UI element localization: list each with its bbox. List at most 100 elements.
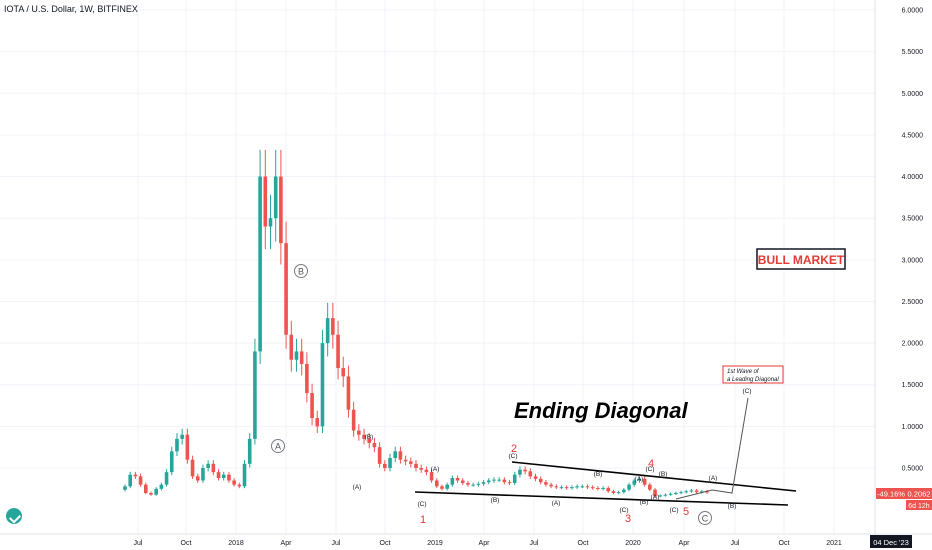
candle-body xyxy=(434,480,439,487)
grid xyxy=(0,0,875,534)
candle-body xyxy=(658,495,663,497)
candle-body xyxy=(564,487,569,489)
price-tick-label: 6.0000 xyxy=(902,8,924,15)
candle-body xyxy=(642,478,647,485)
lower-trendline xyxy=(414,491,789,506)
svg-text:(B): (B) xyxy=(640,499,649,506)
candle-body xyxy=(424,469,429,473)
candle-body xyxy=(123,486,127,490)
candle-body xyxy=(201,468,205,481)
candle-body xyxy=(310,393,314,419)
candle-body xyxy=(247,438,252,464)
svg-text:(C): (C) xyxy=(619,507,628,514)
time-tick-label: Oct xyxy=(181,540,192,547)
ending-diagonal-label: Ending Diagonal xyxy=(514,398,688,423)
candle-body xyxy=(325,318,330,344)
upper-trendline xyxy=(511,461,797,492)
candle-body xyxy=(164,472,169,485)
candle-body xyxy=(169,451,174,473)
price-tick-label: 1.0000 xyxy=(902,424,924,431)
candle-body xyxy=(403,459,408,462)
bull-market-box: BULL MARKET xyxy=(756,248,846,270)
svg-text:(B): (B) xyxy=(365,434,374,441)
price-tick-label: 0.5000 xyxy=(902,466,924,473)
candle-body xyxy=(606,487,611,492)
candle-body xyxy=(180,434,184,439)
candle-body xyxy=(284,243,288,335)
time-tick-label: Oct xyxy=(578,540,589,547)
candle-body xyxy=(570,487,574,489)
candle-body xyxy=(653,489,657,497)
svg-text:(B): (B) xyxy=(491,497,500,504)
candle-body xyxy=(195,476,200,481)
candle-body xyxy=(523,469,527,472)
candle-body xyxy=(357,430,361,435)
candle-body xyxy=(502,479,507,483)
time-tick-label: Oct xyxy=(779,540,790,547)
time-tick-label: 2019 xyxy=(427,540,443,547)
wave-4: 4 xyxy=(648,458,654,470)
candle-body xyxy=(668,493,673,495)
candle-body xyxy=(320,343,325,427)
price-axis: 6.0000 5.5000 5.0000 4.5000 4.0000 3.5000 3.00… xyxy=(874,0,924,534)
time-tick-label: Apr xyxy=(479,540,491,547)
candle-body xyxy=(279,176,283,244)
candle-body xyxy=(143,484,148,493)
candle-body xyxy=(398,451,403,460)
candle-body xyxy=(206,463,210,468)
candle-body xyxy=(622,489,626,493)
sub-wave-labels: (B) (A) (C) (A) (B) (C) (A) (B) (C) (A) … xyxy=(353,388,752,514)
candle-body xyxy=(460,480,465,483)
candle-body xyxy=(694,490,699,493)
circle-wave-a: A xyxy=(271,439,285,453)
candle-body xyxy=(237,484,242,487)
candle-body xyxy=(533,476,538,479)
candle-body xyxy=(549,484,553,487)
candle-body xyxy=(362,434,366,439)
candle-body xyxy=(294,351,299,360)
candle-body xyxy=(471,484,475,486)
candle-body xyxy=(632,480,637,485)
price-tick-label: 2.0000 xyxy=(902,341,924,348)
change-tag: -49.16% xyxy=(876,488,906,499)
svg-text:(C): (C) xyxy=(417,501,426,508)
candle-body xyxy=(377,447,382,464)
candle-body xyxy=(175,438,179,452)
price-tick-label: 3.0000 xyxy=(902,257,924,264)
candle-body xyxy=(445,484,449,489)
time-tick-label: Oct xyxy=(380,540,391,547)
svg-text:(A): (A) xyxy=(651,494,660,501)
countdown-tag: 6d 12h xyxy=(906,500,932,510)
leading-diagonal-note: 1st Wave of a Leading Diagonal xyxy=(722,365,784,384)
candle-body xyxy=(700,491,704,493)
candle-body xyxy=(346,376,351,410)
candles xyxy=(123,149,709,498)
candle-body xyxy=(289,334,294,360)
tradingview-logo-icon[interactable] xyxy=(6,508,22,524)
price-tick-label: 4.0000 xyxy=(902,174,924,181)
svg-text:(A): (A) xyxy=(431,466,440,473)
svg-text:(C): (C) xyxy=(645,466,654,473)
candle-body xyxy=(601,487,605,489)
candle-body xyxy=(190,459,195,477)
svg-text:(A): (A) xyxy=(353,484,362,491)
circle-wave-b: B xyxy=(294,264,308,278)
candle-body xyxy=(315,418,320,427)
svg-text:(C): (C) xyxy=(742,388,751,395)
time-tick-label: Jul xyxy=(530,540,539,547)
candle-body xyxy=(689,490,694,492)
time-tick-label: Apr xyxy=(281,540,293,547)
wave-3: 3 xyxy=(625,513,631,525)
countdown-tag-text: 6d 12h xyxy=(908,503,930,510)
candle-body xyxy=(507,482,512,484)
candle-body xyxy=(372,443,377,448)
candle-body xyxy=(232,480,236,485)
candle-body xyxy=(383,463,387,468)
current-date-label: 04 Dec '23 xyxy=(873,538,909,547)
candle-body xyxy=(486,480,491,483)
price-tick-label: 2.5000 xyxy=(902,299,924,306)
time-tick-label: Apr xyxy=(679,540,691,547)
price-tag: 0.2062 xyxy=(906,488,932,499)
candle-body xyxy=(242,463,247,487)
candle-body xyxy=(492,479,496,481)
